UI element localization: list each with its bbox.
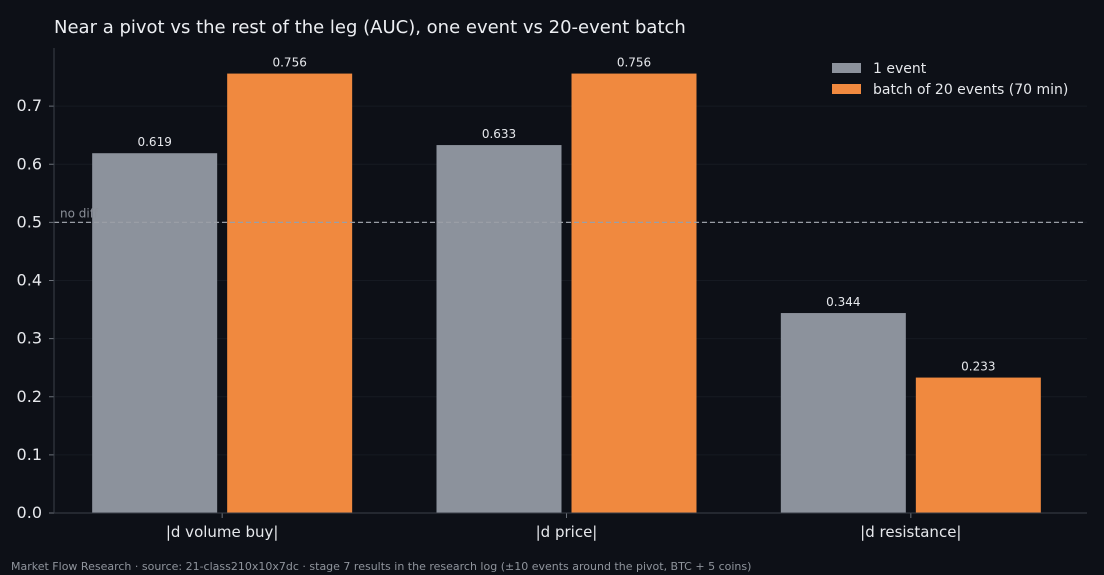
legend-entry: 1 event — [873, 61, 927, 77]
footer-source-note: Market Flow Research · source: 21-class2… — [11, 560, 751, 573]
chart-title: Near a pivot vs the rest of the leg (AUC… — [54, 17, 686, 38]
y-tick-label: 0.7 — [17, 96, 42, 115]
x-tick-label: |d resistance| — [860, 523, 961, 541]
y-tick-label: 0.4 — [17, 271, 42, 290]
y-tick-label: 0.1 — [17, 445, 42, 464]
bar-value-label: 0.344 — [826, 295, 860, 309]
y-tick-label: 0.6 — [17, 154, 42, 173]
bar — [571, 73, 697, 513]
bar — [227, 73, 353, 513]
y-tick-label: 0.5 — [17, 212, 42, 231]
x-tick-label: |d price| — [536, 523, 598, 541]
bar — [436, 145, 562, 513]
legend-entry: batch of 20 events (70 min) — [873, 82, 1068, 98]
bar-value-label: 0.619 — [137, 135, 171, 149]
y-tick-label: 0.0 — [17, 503, 42, 522]
bar — [780, 313, 906, 513]
bar-value-label: 0.633 — [482, 127, 516, 141]
y-tick-label: 0.3 — [17, 329, 42, 348]
legend-swatch — [832, 63, 861, 73]
bar-value-label: 0.756 — [617, 56, 651, 70]
legend-swatch — [832, 84, 861, 94]
bar-value-label: 0.756 — [272, 56, 306, 70]
bar-value-label: 0.233 — [961, 360, 995, 374]
bar — [915, 377, 1041, 513]
x-tick-label: |d volume buy| — [166, 523, 279, 541]
y-tick-label: 0.2 — [17, 387, 42, 406]
bar — [92, 153, 218, 514]
reference-line-label: no diff — [60, 206, 99, 220]
